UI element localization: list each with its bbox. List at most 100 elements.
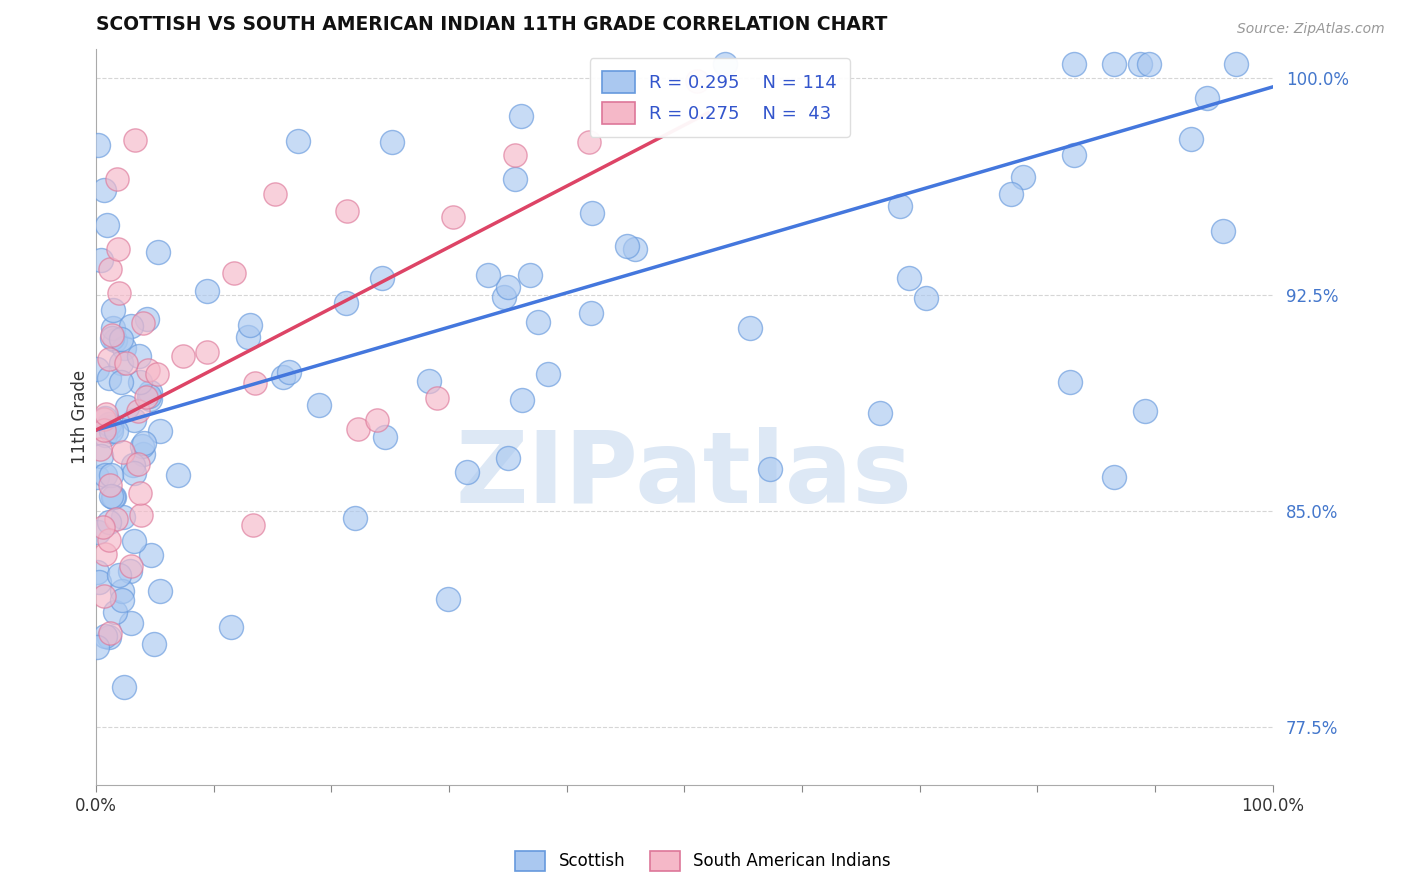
Point (93, 412, 115, 426)
Point (96, 218, 118, 232)
Point (87, 524, 110, 539)
Point (738, 320, 761, 334)
Point (1180, 132, 1202, 146)
Point (149, 583, 172, 598)
Point (128, 349, 150, 363)
Point (496, 280, 519, 294)
Point (418, 375, 440, 389)
Point (111, 509, 134, 524)
Point (104, 333, 127, 347)
Point (111, 445, 134, 459)
Point (1137, 57, 1160, 71)
Point (336, 203, 359, 218)
Point (1212, 224, 1234, 238)
Point (498, 450, 520, 465)
Point (98, 626, 121, 640)
Point (519, 268, 541, 282)
Point (505, 148, 527, 162)
Point (135, 311, 157, 326)
Point (104, 605, 127, 619)
Point (374, 430, 396, 444)
Point (139, 548, 162, 562)
Point (426, 391, 449, 405)
Point (503, 171, 526, 186)
Point (578, 135, 600, 149)
Point (100, 420, 122, 434)
Point (136, 363, 159, 377)
Point (117, 400, 139, 414)
Point (149, 425, 172, 439)
Point (145, 367, 167, 381)
Point (371, 270, 394, 285)
Point (101, 303, 124, 318)
Point (477, 268, 499, 282)
Point (124, 534, 146, 549)
Point (1104, 57, 1126, 71)
Point (167, 468, 190, 483)
Point (108, 568, 131, 582)
Point (1133, 404, 1156, 418)
Point (1063, 57, 1085, 71)
Point (120, 558, 142, 573)
Point (759, 462, 782, 476)
Text: Source: ZipAtlas.com: Source: ZipAtlas.com (1237, 22, 1385, 37)
Point (93, 423, 115, 437)
Point (239, 318, 262, 333)
Point (132, 446, 155, 460)
Point (89, 575, 111, 590)
Point (581, 206, 603, 220)
Point (134, 435, 156, 450)
Point (366, 413, 388, 427)
Point (91, 520, 114, 534)
Point (1129, 57, 1152, 71)
Legend: Scottish, South American Indians: Scottish, South American Indians (506, 842, 900, 880)
Point (90, 450, 112, 464)
Point (101, 331, 124, 345)
Point (90, 253, 112, 268)
Point (122, 413, 145, 427)
Point (101, 320, 124, 334)
Point (97, 533, 120, 547)
Point (98, 351, 121, 366)
Point (112, 680, 135, 694)
Point (510, 392, 533, 407)
Point (914, 292, 936, 306)
Point (122, 458, 145, 472)
Point (110, 333, 132, 347)
Point (437, 592, 460, 607)
Point (131, 439, 153, 453)
Point (98, 371, 121, 385)
Point (146, 245, 169, 260)
Point (139, 392, 162, 406)
Point (381, 135, 404, 149)
Point (86, 640, 108, 654)
Point (120, 564, 142, 578)
Point (142, 637, 165, 651)
Point (94, 629, 117, 643)
Point (127, 404, 149, 418)
Point (120, 318, 142, 333)
Point (86, 361, 108, 376)
Point (105, 424, 128, 438)
Point (111, 584, 134, 599)
Point (105, 172, 128, 186)
Point (111, 593, 134, 607)
Point (526, 315, 548, 329)
Legend: R = 0.295    N = 114, R = 0.275    N =  43: R = 0.295 N = 114, R = 0.275 N = 43 (589, 59, 849, 136)
Point (242, 517, 264, 532)
Point (93, 183, 115, 197)
Point (172, 350, 194, 364)
Point (129, 486, 152, 500)
Point (86, 566, 108, 580)
Point (97, 417, 120, 432)
Point (1195, 91, 1218, 105)
Point (1059, 375, 1081, 389)
Point (93, 589, 115, 603)
Point (1102, 470, 1125, 484)
Text: ZIPatlas: ZIPatlas (456, 427, 912, 524)
Point (1012, 170, 1035, 185)
Point (127, 457, 149, 471)
Point (108, 286, 131, 301)
Text: SCOTTISH VS SOUTH AMERICAN INDIAN 11TH GRADE CORRELATION CHART: SCOTTISH VS SOUTH AMERICAN INDIAN 11TH G… (96, 15, 887, 34)
Point (93, 428, 115, 442)
